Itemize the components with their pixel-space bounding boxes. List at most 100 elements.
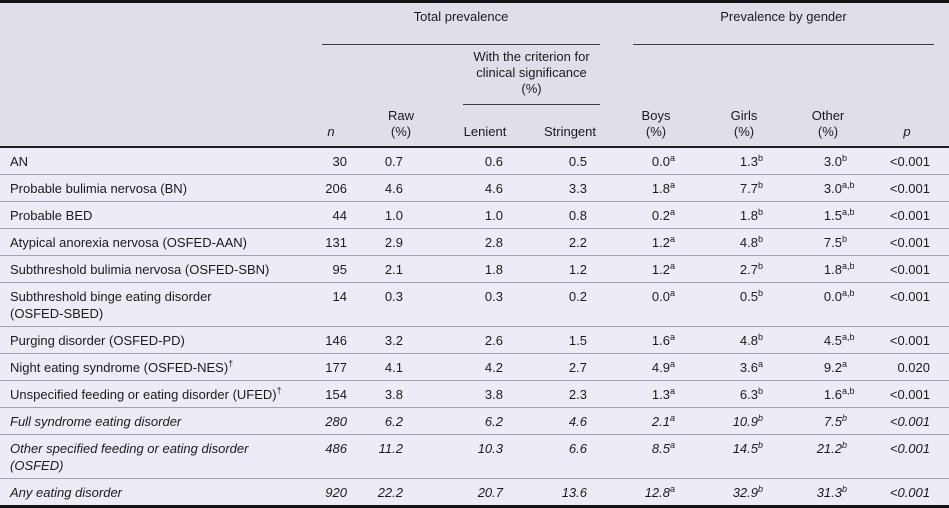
- cell-other: 7.5b: [776, 408, 860, 434]
- cell-stringent: 6.6: [568, 441, 587, 456]
- significance-superscript: a: [670, 206, 676, 217]
- cell-boys: 8.5a: [600, 435, 692, 478]
- cell-n: 131: [325, 235, 347, 250]
- cell-boys: 1.3a: [600, 381, 692, 407]
- cell-other: 7.5b: [776, 229, 860, 255]
- significance-superscript: b: [842, 152, 848, 163]
- significance-superscript: b: [758, 439, 764, 450]
- cell-raw: 4.6: [384, 181, 403, 196]
- cell-other: 31.3b: [776, 479, 860, 505]
- cell-other: 1.6a,b: [823, 385, 855, 402]
- cell-p: <0.001: [889, 485, 930, 500]
- significance-superscript: a: [670, 483, 676, 494]
- cell-other: 3.0b: [776, 148, 860, 174]
- cell-n: 920: [325, 485, 347, 500]
- cell-disorder-label: Atypical anorexia nervosa (OSFED-AAN): [10, 235, 247, 250]
- cell-boys: 2.1a: [600, 408, 692, 434]
- cell-girls: 10.9b: [692, 408, 776, 434]
- group-header-prevalence-by-gender-label: Prevalence by gender: [720, 9, 847, 24]
- significance-superscript: a,b: [842, 179, 855, 190]
- dagger-footnote-mark: †: [276, 385, 282, 396]
- cell-disorder-label: Other specified feeding or eating disord…: [10, 441, 249, 473]
- cell-girls: 4.8b: [692, 327, 776, 353]
- significance-superscript: a: [670, 385, 676, 396]
- cell-lenient: 2.6: [484, 333, 503, 348]
- col-header-boys-percent: Boys (%): [641, 108, 671, 139]
- cell-lenient: 10.3: [477, 441, 503, 456]
- table-row: Atypical anorexia nervosa (OSFED-AAN) 131…: [0, 228, 949, 255]
- significance-superscript: a,b: [842, 331, 855, 342]
- table-row: Probable bulimia nervosa (BN) 206 4.6 4.6 3.…: [0, 174, 949, 201]
- significance-superscript: b: [758, 385, 764, 396]
- cell-girls: 3.6a: [692, 354, 776, 380]
- table-row: Night eating syndrome (OSFED-NES)† 177 4.1…: [0, 353, 949, 380]
- table-header: Total prevalence Prevalence by gender Wi…: [0, 3, 949, 148]
- cell-n: 95: [332, 262, 347, 277]
- significance-superscript: a: [758, 358, 764, 369]
- cell-n: 146: [325, 333, 347, 348]
- cell-n: 44: [332, 208, 347, 223]
- cell-disorder-label: Probable bulimia nervosa (BN): [10, 181, 188, 196]
- table-row: Full syndrome eating disorder 280 6.2 6.2 4.…: [0, 407, 949, 434]
- significance-superscript: b: [842, 412, 848, 423]
- significance-superscript: b: [842, 483, 848, 494]
- col-header-n: n: [327, 124, 335, 139]
- cell-p: <0.001: [889, 289, 930, 304]
- cell-n: 486: [325, 441, 347, 456]
- significance-superscript: b: [758, 233, 764, 244]
- cell-n: 177: [325, 360, 347, 375]
- significance-superscript: a: [842, 358, 848, 369]
- significance-superscript: a: [670, 439, 676, 450]
- cell-lenient: 1.8: [484, 262, 503, 277]
- significance-superscript: b: [842, 439, 848, 450]
- significance-superscript: b: [842, 233, 848, 244]
- cell-other: 9.2a: [776, 354, 860, 380]
- subgroup-header-clinical-significance: With the criterion for clinical signific…: [463, 45, 600, 105]
- cell-disorder-label: Purging disorder (OSFED-PD): [10, 333, 185, 348]
- cell-boys: 12.8a: [600, 479, 692, 505]
- group-header-total-prevalence: Total prevalence: [322, 3, 600, 45]
- cell-other: 21.2b: [776, 435, 860, 478]
- cell-girls: 1.8b: [692, 202, 776, 228]
- cell-disorder-label: Full syndrome eating disorder: [10, 414, 182, 429]
- cell-n: 206: [325, 181, 347, 196]
- group-header-total-prevalence-label: Total prevalence: [413, 9, 509, 24]
- cell-disorder-label: Unspecified feeding or eating disorder (…: [10, 385, 282, 402]
- cell-stringent: 0.2: [568, 289, 587, 304]
- cell-raw: 11.2: [378, 441, 403, 456]
- cell-other: 1.5a,b: [823, 206, 855, 223]
- table-row: Subthreshold bulimia nervosa (OSFED-SBN)…: [0, 255, 949, 282]
- cell-boys: 1.6a: [600, 327, 692, 353]
- cell-raw: 3.8: [384, 387, 403, 402]
- cell-other: 4.5a,b: [823, 331, 855, 348]
- cell-boys: 1.8a: [600, 175, 692, 201]
- col-header-raw-percent: Raw (%): [387, 108, 414, 139]
- cell-stringent: 0.5: [568, 154, 587, 169]
- table-row: Purging disorder (OSFED-PD) 146 3.2 2.6 1.5 1…: [0, 326, 949, 353]
- cell-stringent: 2.3: [568, 387, 587, 402]
- cell-p: 0.020: [897, 360, 930, 375]
- cell-p: <0.001: [889, 154, 930, 169]
- significance-superscript: b: [758, 152, 764, 163]
- cell-boys: 4.9a: [600, 354, 692, 380]
- cell-stringent: 13.6: [561, 485, 587, 500]
- cell-n: 14: [332, 289, 347, 304]
- cell-stringent: 2.7: [568, 360, 587, 375]
- significance-superscript: b: [758, 260, 764, 271]
- group-rule-gender: [633, 44, 934, 45]
- cell-p: <0.001: [889, 235, 930, 250]
- table-row: AN 30 0.7 0.6 0.5 0.0a 1.3b 3.0b <0.001: [0, 148, 949, 174]
- cell-girls: 0.5b: [692, 283, 776, 326]
- subgroup-header-clinical-significance-label: With the criterion for clinical signific…: [473, 49, 590, 96]
- significance-superscript: a: [670, 233, 676, 244]
- significance-superscript: a: [670, 152, 676, 163]
- significance-superscript: b: [758, 483, 764, 494]
- cell-lenient: 20.7: [477, 485, 503, 500]
- group-header-prevalence-by-gender: Prevalence by gender: [633, 3, 934, 45]
- cell-stringent: 0.8: [568, 208, 587, 223]
- significance-superscript: b: [758, 206, 764, 217]
- cell-p: <0.001: [889, 262, 930, 277]
- cell-p: <0.001: [889, 414, 930, 429]
- significance-superscript: a,b: [842, 206, 855, 217]
